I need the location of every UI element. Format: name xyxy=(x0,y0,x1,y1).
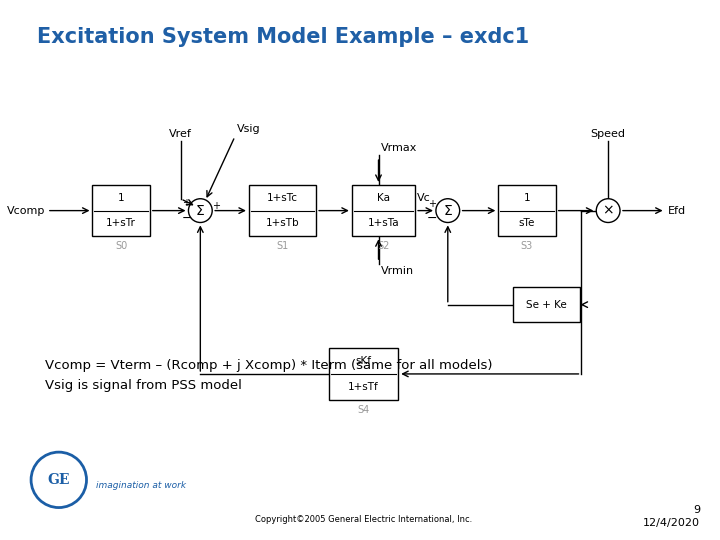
Text: −: − xyxy=(427,212,437,225)
Text: Vrmax: Vrmax xyxy=(380,143,417,153)
Text: +: + xyxy=(212,201,220,211)
Text: Excitation System Model Example – exdc1: Excitation System Model Example – exdc1 xyxy=(37,28,529,48)
Bar xyxy=(352,185,415,237)
Bar xyxy=(249,185,316,237)
Text: $\Sigma$: $\Sigma$ xyxy=(195,204,205,218)
Text: imagination at work: imagination at work xyxy=(96,481,186,490)
Text: S0: S0 xyxy=(115,241,127,251)
Text: Ka: Ka xyxy=(377,193,390,202)
Text: Copyright©2005 General Electric International, Inc.: Copyright©2005 General Electric Internat… xyxy=(255,515,472,524)
Circle shape xyxy=(189,199,212,222)
Text: −: − xyxy=(181,212,192,225)
Text: Vc: Vc xyxy=(417,193,431,202)
Text: 1: 1 xyxy=(523,193,531,202)
Text: Vcomp: Vcomp xyxy=(6,206,45,215)
Circle shape xyxy=(31,452,86,508)
Text: 1: 1 xyxy=(118,193,125,202)
Text: 1+sTa: 1+sTa xyxy=(368,219,400,228)
Text: 1+sTr: 1+sTr xyxy=(107,219,136,228)
Circle shape xyxy=(596,199,620,222)
Text: 12/4/2020: 12/4/2020 xyxy=(643,518,701,529)
Circle shape xyxy=(436,199,459,222)
Text: Se + Ke: Se + Ke xyxy=(526,300,567,309)
Bar xyxy=(513,287,580,322)
Text: Vref: Vref xyxy=(169,130,192,139)
Text: Vcomp = Vterm – (Rcomp + j Xcomp) * Iterm (same for all models): Vcomp = Vterm – (Rcomp + j Xcomp) * Iter… xyxy=(45,359,492,372)
Text: sKf: sKf xyxy=(356,356,372,366)
Text: S3: S3 xyxy=(521,241,533,251)
Text: 1+sTf: 1+sTf xyxy=(348,382,379,392)
Text: Vrmin: Vrmin xyxy=(380,266,413,276)
Bar xyxy=(329,348,398,400)
Text: Vsig is signal from PSS model: Vsig is signal from PSS model xyxy=(45,379,242,392)
Text: sTe: sTe xyxy=(519,219,535,228)
Text: S1: S1 xyxy=(276,241,289,251)
Text: +: + xyxy=(182,198,191,208)
Text: S2: S2 xyxy=(377,241,390,251)
Text: Speed: Speed xyxy=(590,130,626,139)
Text: Vsig: Vsig xyxy=(237,124,261,134)
Text: $\times$: $\times$ xyxy=(603,204,614,218)
Text: +: + xyxy=(428,199,436,208)
Text: 9: 9 xyxy=(693,504,701,515)
Text: Efd: Efd xyxy=(667,206,685,215)
Bar xyxy=(498,185,556,237)
Bar xyxy=(92,185,150,237)
Text: S4: S4 xyxy=(358,404,370,415)
Text: $\Sigma$: $\Sigma$ xyxy=(443,204,453,218)
Text: 1+sTc: 1+sTc xyxy=(267,193,298,202)
Text: GE: GE xyxy=(48,473,70,487)
Text: 1+sTb: 1+sTb xyxy=(266,219,300,228)
